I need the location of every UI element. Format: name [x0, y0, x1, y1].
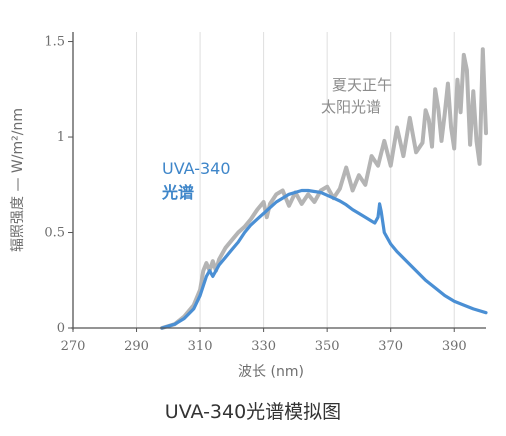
x-tick-label-270: 270: [61, 339, 86, 354]
figure-caption: UVA-340光谱模拟图: [164, 401, 342, 423]
x-tick-label-390: 390: [442, 339, 467, 354]
y-axis-label: 辐照强度 — W/m²/nm: [10, 108, 26, 252]
series-lines: [160, 47, 488, 330]
tick-labels: 270 290 310 330 350 370 390 0 0.5 1 1.5: [44, 35, 466, 354]
uva340-curve: [160, 188, 488, 330]
x-tick-label-290: 290: [124, 339, 149, 354]
x-tick-label-350: 350: [315, 339, 340, 354]
sunlight-annotation-line1: 夏天正午: [332, 76, 392, 94]
sunlight-annotation-line2: 太阳光谱: [321, 98, 381, 116]
y-tick-label-0: 0: [57, 321, 65, 336]
y-tick-label-1.5: 1.5: [44, 35, 65, 50]
y-tick-label-0.5: 0.5: [44, 226, 65, 241]
uva340-annotation-line2: 光谱: [161, 183, 194, 202]
x-tick-label-370: 370: [378, 339, 403, 354]
x-axis-label: 波长 (nm): [238, 364, 304, 380]
sunlight-curve: [160, 47, 488, 330]
axes: [68, 32, 486, 332]
spectrum-chart: 270 290 310 330 350 370 390 0 0.5 1 1.5 波长 (nm) 辐照…: [10, 32, 488, 380]
x-tick-label-310: 310: [188, 339, 213, 354]
uva340-annotation-line1: UVA-340: [162, 159, 231, 178]
gridlines: [136, 32, 455, 328]
y-tick-label-1: 1: [57, 130, 65, 145]
x-tick-label-330: 330: [251, 339, 276, 354]
